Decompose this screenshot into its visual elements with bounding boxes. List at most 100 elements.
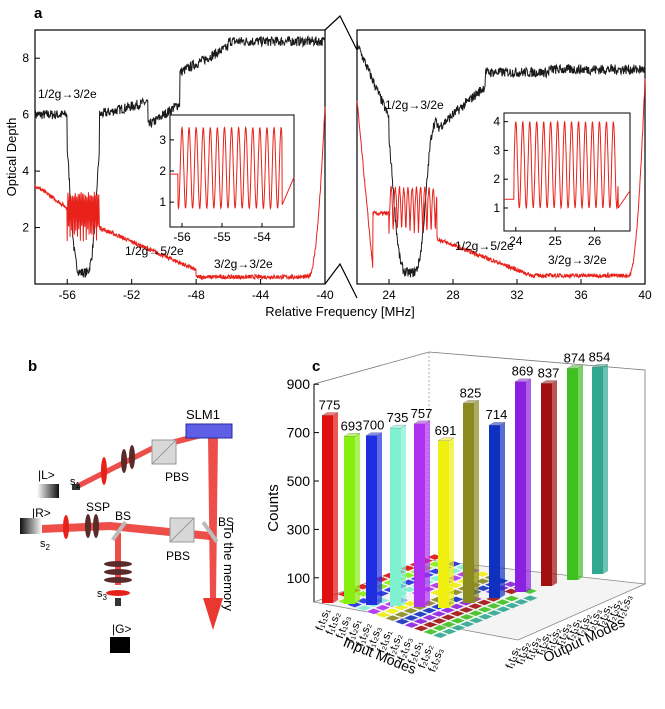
inset-xtick-label: -56 (173, 230, 191, 244)
bar-value-label: 735 (387, 410, 409, 425)
xtick-label: -44 (252, 288, 270, 302)
ztick-label: 300 (287, 521, 311, 537)
bar-top (514, 378, 532, 382)
panel-a-label: a (34, 5, 43, 22)
panel-c-zlabel: Counts (265, 484, 282, 532)
bar-side (401, 425, 406, 606)
floor-block (422, 628, 440, 636)
inset-ytick-label: 2 (159, 164, 166, 178)
bar-top (591, 364, 609, 368)
lens-top (101, 457, 107, 485)
state-g-pattern (110, 637, 130, 653)
bar-value-label: 700 (363, 418, 385, 433)
annotation-right-1: 1/2g→3/2e (385, 98, 444, 112)
bs-left-label: BS (115, 509, 131, 523)
floor-block (485, 602, 503, 610)
floor-block (449, 624, 467, 632)
floor-block (457, 606, 475, 614)
bar-front (390, 428, 401, 606)
floor-block (503, 602, 521, 609)
bar-f2t2s2: 874 (564, 350, 586, 580)
floor-block (440, 628, 458, 635)
inset-xtick-label: 24 (509, 234, 523, 248)
bar-f1t1s1: 775 (319, 397, 340, 603)
bar-value-label: 874 (564, 350, 586, 365)
bar-f1t2s1: 735 (387, 410, 409, 606)
lens-mid (63, 515, 69, 539)
floor-block (383, 607, 401, 615)
bar-f1t1s2: 693 (341, 418, 362, 604)
waveplate-top-2 (129, 445, 135, 469)
bar-top (540, 380, 558, 384)
bar-front (414, 423, 425, 607)
bar-top (321, 412, 339, 416)
bs-left-plate (111, 520, 127, 542)
bar-top (365, 432, 383, 436)
ytick-label: 6 (22, 108, 29, 122)
bar-f2t1s1: 825 (460, 385, 482, 603)
bar-front (515, 381, 526, 592)
floor-block (503, 595, 521, 602)
bar-side (449, 437, 454, 608)
floor-block (402, 607, 420, 615)
floor-block (420, 607, 438, 614)
floor-block (411, 610, 429, 618)
red-trace-left (34, 106, 326, 281)
panel-a-frame-right (356, 29, 646, 285)
inset-xtick-label: -54 (253, 230, 271, 244)
xtick-label: -48 (187, 288, 205, 302)
inset-xtick-label: 26 (588, 234, 602, 248)
bar-value-label: 854 (589, 349, 611, 364)
floor-block (365, 608, 383, 615)
floor-block (449, 617, 467, 624)
red-trace-right (356, 78, 646, 280)
waveplate-s3-3 (104, 577, 132, 583)
xtick-label: -52 (123, 288, 141, 302)
floor-block (458, 620, 476, 628)
beam-middle (40, 522, 210, 540)
ssp-label: SSP (86, 500, 110, 514)
floor-block (467, 610, 485, 617)
floor-block (374, 611, 392, 619)
bar-front (322, 415, 333, 603)
floor-block (475, 599, 493, 606)
panel-a-ylabel: Optical Depth (4, 118, 19, 197)
floor-block (393, 611, 411, 618)
panel-c-label: c (312, 358, 320, 375)
bar-front (541, 383, 552, 586)
state-r-label: |R> (32, 506, 51, 520)
panel-b: b SLM1 PBS PBS BS BS SSP (20, 358, 236, 653)
bar-side (474, 400, 479, 603)
bar-top (462, 400, 480, 404)
inset-ytick-label: 2 (493, 172, 500, 186)
state-l-pattern (37, 484, 59, 498)
bs-right-plate (201, 521, 219, 543)
waveplate-s3-2 (104, 569, 132, 575)
inset-ytick-label: 3 (159, 133, 166, 147)
ztick-label: 100 (287, 570, 311, 586)
pbs-top-label: PBS (165, 470, 189, 484)
bar-front (592, 367, 603, 574)
floor-block (431, 624, 449, 632)
beam-vertical (208, 435, 218, 598)
bar-value-label: 825 (460, 385, 482, 400)
black-trace-right (356, 39, 646, 278)
lens-s3 (106, 590, 130, 596)
floor-block (431, 631, 449, 639)
annotation-left-3: 3/2g→3/2e (214, 257, 273, 271)
bar-side (500, 422, 505, 598)
floor-block (521, 594, 539, 602)
inset-ytick-label: 4 (493, 115, 500, 129)
bar-f2t1s3: 869 (512, 364, 533, 592)
floor-block (448, 610, 466, 617)
bar-f1t1s3: 700 (363, 418, 385, 605)
state-g-label: |G> (112, 622, 131, 636)
panel-a-xlabel: Relative Frequency [MHz] (265, 304, 415, 319)
inset-ytick-label: 1 (493, 201, 500, 215)
waveplate-mid-1 (85, 514, 91, 538)
xtick-label: -40 (316, 288, 334, 302)
annotation-left-1: 1/2g→3/2e (38, 87, 97, 101)
xtick-label: 36 (574, 288, 588, 302)
floor-block (494, 598, 512, 606)
bar-value-label: 757 (411, 406, 433, 421)
